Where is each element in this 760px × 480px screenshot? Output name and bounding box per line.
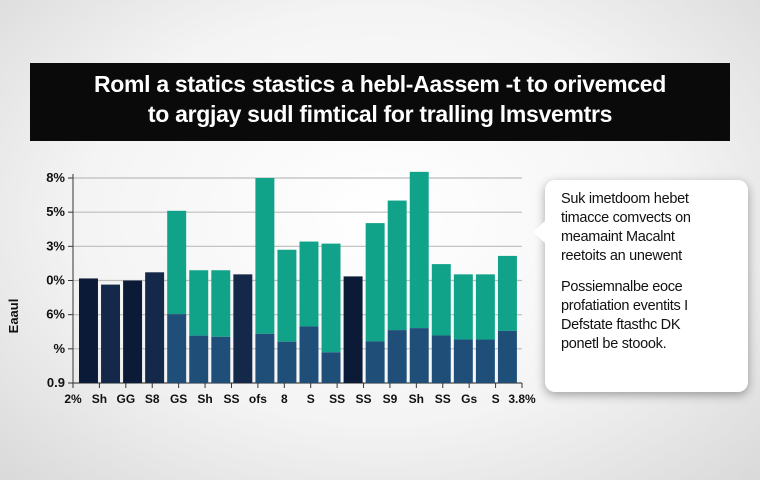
x-tick-label: GG — [116, 392, 135, 406]
bar-segment-teal — [475, 274, 495, 340]
bar — [123, 280, 143, 383]
bar-segment-navy — [123, 280, 143, 383]
y-axis-label: Eaaul — [6, 299, 21, 334]
bar-segment-blue — [475, 339, 495, 383]
x-tick-label: S — [307, 392, 315, 406]
bar — [387, 200, 407, 383]
bar — [453, 274, 473, 383]
y-tick-label: 0.9 — [47, 375, 65, 390]
bar — [211, 270, 231, 383]
x-tick-label: SS — [329, 392, 345, 406]
bar — [321, 243, 341, 383]
callout-line: reetoits an unewent — [561, 248, 682, 264]
bar-segment-teal — [321, 243, 341, 353]
x-tick-label: Sh — [197, 392, 212, 406]
bar — [189, 270, 209, 383]
bar — [255, 178, 275, 383]
bar — [409, 171, 429, 383]
bar-segment-teal — [431, 264, 451, 336]
bar-segment-teal — [189, 270, 209, 336]
bar — [277, 249, 297, 383]
bar — [475, 274, 495, 383]
bar-segment-blue — [277, 341, 297, 383]
y-tick-label: % — [53, 341, 65, 356]
y-tick-label: 3% — [46, 238, 65, 253]
bar-segment-teal — [497, 255, 517, 331]
bar — [431, 264, 451, 383]
x-tick-label: Sh — [92, 392, 107, 406]
bar-segment-blue — [321, 352, 341, 383]
bar-segment-teal — [255, 178, 275, 334]
bar-segment-teal — [277, 249, 297, 342]
bar-segment-teal — [365, 223, 385, 342]
bar-segment-teal — [387, 200, 407, 331]
x-tick-label: SS — [356, 392, 372, 406]
banner-title-line-1: Roml a statics stastics a hebl-Aassem -t… — [93, 71, 667, 97]
bar-segment-blue — [255, 333, 275, 383]
callout-line: Suk imetdoom hebet — [561, 191, 689, 207]
bar-segment-navy — [145, 272, 165, 383]
x-tick-label: S8 — [145, 392, 160, 406]
title-banner: Roml a statics stastics a hebl-Aassem -t… — [30, 63, 730, 141]
x-tick-label: 8 — [281, 392, 288, 406]
callout-pointer — [533, 220, 546, 244]
x-tick-label: Sh — [409, 392, 424, 406]
bar-segment-navy — [79, 278, 98, 383]
bar-segment-teal — [167, 210, 187, 315]
chart-bars — [79, 171, 517, 383]
x-tick-label: S9 — [383, 392, 398, 406]
x-tick-label: ofs — [249, 392, 267, 406]
callout-line: timacce comvects on — [561, 210, 691, 226]
bar-segment-blue — [299, 326, 319, 383]
bar — [145, 272, 165, 383]
bar-segment-navy — [101, 284, 121, 383]
y-tick-label: 5% — [46, 204, 65, 219]
bar-segment-teal — [409, 171, 429, 329]
x-tick-label: 3.8% — [508, 392, 536, 406]
bar — [167, 210, 187, 383]
bar-segment-blue — [453, 339, 473, 383]
bar-segment-blue — [189, 335, 209, 383]
bar-segment-blue — [497, 330, 517, 383]
bar — [233, 274, 253, 383]
callout-line: meamaint Macalnt — [561, 229, 675, 245]
bar — [101, 284, 121, 383]
x-tick-label: 2% — [64, 392, 82, 406]
y-axis-ticks: 0.9% 6% 0% 3% 5% 8% — [46, 170, 73, 390]
bar-segment-teal — [299, 241, 319, 327]
bar — [343, 276, 363, 383]
callout-line: profatiation eventits I — [561, 298, 688, 314]
bar-segment-navy — [233, 274, 253, 383]
x-tick-label: SS — [435, 392, 451, 406]
bar-segment-blue — [431, 335, 451, 383]
callout-line: ponetl be stoook. — [561, 336, 667, 352]
y-tick-label: 0% — [46, 273, 65, 288]
bar-segment-teal — [211, 270, 231, 337]
x-tick-label: Gs — [461, 392, 477, 406]
bar-segment-teal — [453, 274, 473, 340]
bar-segment-navy — [343, 276, 363, 383]
bar — [79, 278, 98, 383]
banner-title-line-2: to argjay sudl fimtical for tralling lms… — [147, 101, 613, 127]
bar — [497, 255, 517, 383]
bar — [299, 241, 319, 383]
x-tick-label: GS — [170, 392, 187, 406]
bar-chart: 0.9%6%0%3%5%8% 2% Sh GG S8 GS Sh SS ofs 8 S SS SS S9… — [6, 170, 536, 406]
annotation-callout: Suk imetdoom hebet timacce comvects on m… — [533, 180, 748, 392]
x-tick-label: SS — [223, 392, 239, 406]
y-tick-label: 8% — [46, 170, 65, 185]
bar-segment-blue — [167, 314, 187, 383]
bar-segment-blue — [387, 330, 407, 383]
bar-segment-blue — [365, 341, 385, 383]
y-tick-label: 6% — [46, 307, 65, 322]
callout-line: Defstate ftasthc DK — [561, 317, 681, 333]
bar-segment-blue — [409, 328, 429, 383]
x-axis-ticks: 2% Sh GG S8 GS Sh SS ofs 8 S SS SS S9 Sh SS Gs S 3.8% — [64, 383, 536, 406]
x-tick-label: S — [492, 392, 500, 406]
callout-line: Possiemnalbe eoce — [561, 279, 683, 295]
bar — [365, 223, 385, 383]
bar-segment-blue — [211, 336, 231, 383]
